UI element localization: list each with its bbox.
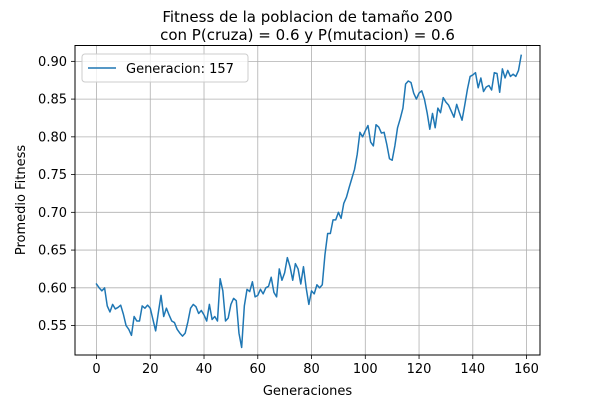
y-tick-label: 0.90 bbox=[38, 55, 67, 70]
y-tick-label: 0.55 bbox=[38, 319, 67, 334]
y-axis-label: Promedio Fitness bbox=[14, 145, 29, 255]
legend: Generacion: 157 bbox=[81, 53, 249, 83]
x-tick-label: 0 bbox=[92, 362, 100, 377]
y-tick-label: 0.60 bbox=[38, 281, 67, 296]
x-tick-label: 60 bbox=[250, 362, 267, 377]
y-tick-label: 0.85 bbox=[38, 93, 67, 108]
y-tick-label: 0.70 bbox=[38, 206, 67, 221]
chart-title-line-2: con P(cruza) = 0.6 y P(mutacion) = 0.6 bbox=[160, 26, 455, 44]
x-axis-label: Generaciones bbox=[263, 384, 353, 399]
chart-title-line-1: Fitness de la poblacion de tamaño 200 bbox=[162, 8, 452, 26]
x-tick-label: 40 bbox=[196, 362, 213, 377]
series-line bbox=[95, 54, 523, 349]
x-tick-label: 80 bbox=[303, 362, 320, 377]
legend-box bbox=[81, 53, 249, 83]
x-tick-label: 100 bbox=[353, 362, 378, 377]
x-tick-label: 120 bbox=[407, 362, 432, 377]
plot-area-frame bbox=[74, 45, 541, 356]
y-tick-label: 0.80 bbox=[38, 130, 67, 145]
axis-ticks: 0 20 40 60 80 100 120 140 160 0.55 0.60 0.65 0.70 0.7… bbox=[38, 55, 539, 377]
y-tick-label: 0.65 bbox=[38, 244, 67, 259]
legend-label: Generacion: 157 bbox=[126, 62, 234, 77]
grid-lines bbox=[75, 45, 540, 355]
y-tick-label: 0.75 bbox=[38, 168, 67, 183]
x-tick-label: 140 bbox=[460, 362, 485, 377]
x-tick-label: 20 bbox=[142, 362, 159, 377]
x-tick-label: 160 bbox=[514, 362, 539, 377]
series-lines bbox=[95, 54, 523, 349]
